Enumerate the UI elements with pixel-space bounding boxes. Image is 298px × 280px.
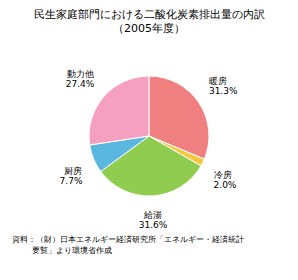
html-text:資料：（財）日本エネルギー経済研究所「エネルギー・経済統計: 資料：（財）日本エネルギー経済研究所「エネルギー・経済統計 要覧」より環境省作成 — [12, 235, 244, 255]
svg-text:厨房7.7%: 厨房7.7% — [60, 166, 83, 186]
html-text:民生家庭部門における二酸化炭素排出量の内訳 （2005年度）: 民生家庭部門における二酸化炭素排出量の内訳 （2005年度） — [33, 8, 265, 35]
svg-text:冷房2.0%: 冷房2.0% — [214, 170, 237, 190]
svg-text:動力他27.4%: 動力他27.4% — [66, 69, 95, 89]
svg-text:暖房31.3%: 暖房31.3% — [209, 76, 238, 96]
svg-text:給湯31.6%: 給湯31.6% — [139, 210, 168, 230]
